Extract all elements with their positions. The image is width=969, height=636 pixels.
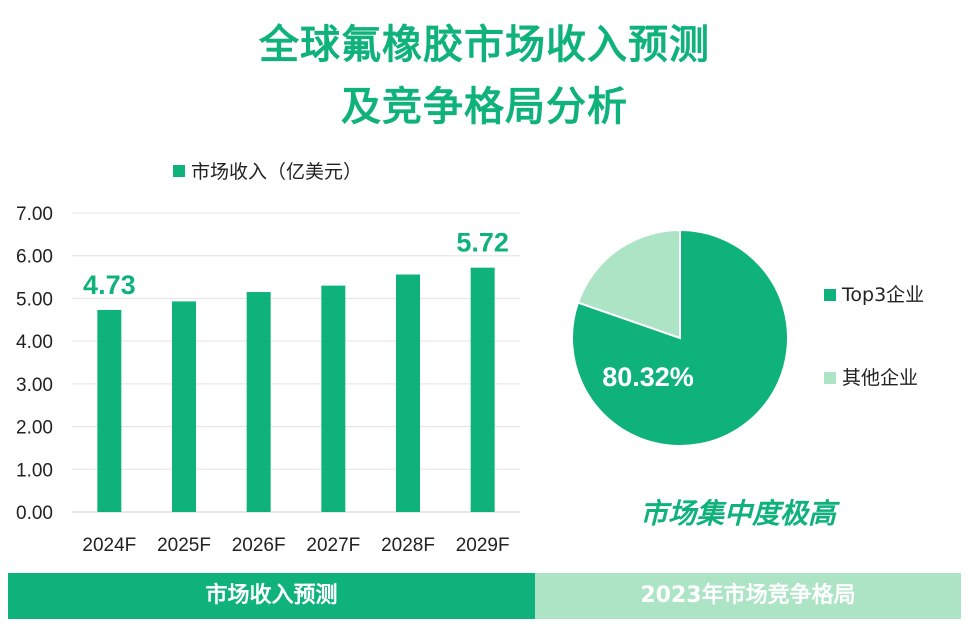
- x-tick-label: 2027F: [306, 535, 360, 556]
- legend-label: 市场收入（亿美元）: [191, 161, 362, 183]
- y-tick-label: 0.00: [16, 503, 53, 524]
- y-tick-label: 7.00: [16, 204, 53, 225]
- y-tick-label: 6.00: [16, 247, 53, 268]
- chart-title-line1: 全球氟橡胶市场收入预测: [259, 22, 710, 68]
- bar: [396, 274, 420, 512]
- bar: [97, 309, 122, 512]
- legend-swatch: [824, 372, 836, 384]
- pie-slice: [571, 228, 789, 447]
- bar-chart: 0.00 1.00 2.00 3.00 4.00 5.00 6.00 7.00 2024F 202…: [16, 161, 520, 556]
- legend-swatch: [173, 165, 185, 177]
- x-tick-label: 2029F: [456, 535, 510, 556]
- chart-title-line2: 及竞争格局分析: [341, 84, 628, 130]
- x-tick-label: 2028F: [381, 535, 435, 556]
- bar: [321, 285, 346, 512]
- x-tick-label: 2024F: [82, 535, 136, 556]
- y-tick-label: 3.00: [16, 375, 53, 396]
- legend-label: 其他企业: [842, 367, 918, 389]
- y-tick-label: 4.00: [16, 332, 53, 353]
- bar: [246, 292, 271, 512]
- x-tick-label: 2026F: [232, 535, 286, 556]
- footer-band-revenue-forecast: 市场收入预测: [8, 573, 535, 619]
- concentration-note: 市场集中度极高: [640, 497, 837, 530]
- y-tick-label: 5.00: [16, 289, 53, 310]
- y-tick-label: 1.00: [16, 460, 53, 481]
- x-tick-label: 2025F: [157, 535, 211, 556]
- bar: [470, 267, 495, 512]
- pie-value-label: 80.32%: [602, 362, 694, 392]
- footer-band-competition: 2023年市场竞争格局: [535, 573, 961, 619]
- data-label: 5.72: [456, 228, 509, 258]
- bar: [172, 301, 196, 512]
- pie-slice: [576, 228, 681, 340]
- legend-swatch: [824, 289, 836, 301]
- data-label: 4.73: [83, 270, 136, 300]
- legend-label: Top3企业: [841, 284, 924, 306]
- y-tick-label: 2.00: [16, 418, 53, 439]
